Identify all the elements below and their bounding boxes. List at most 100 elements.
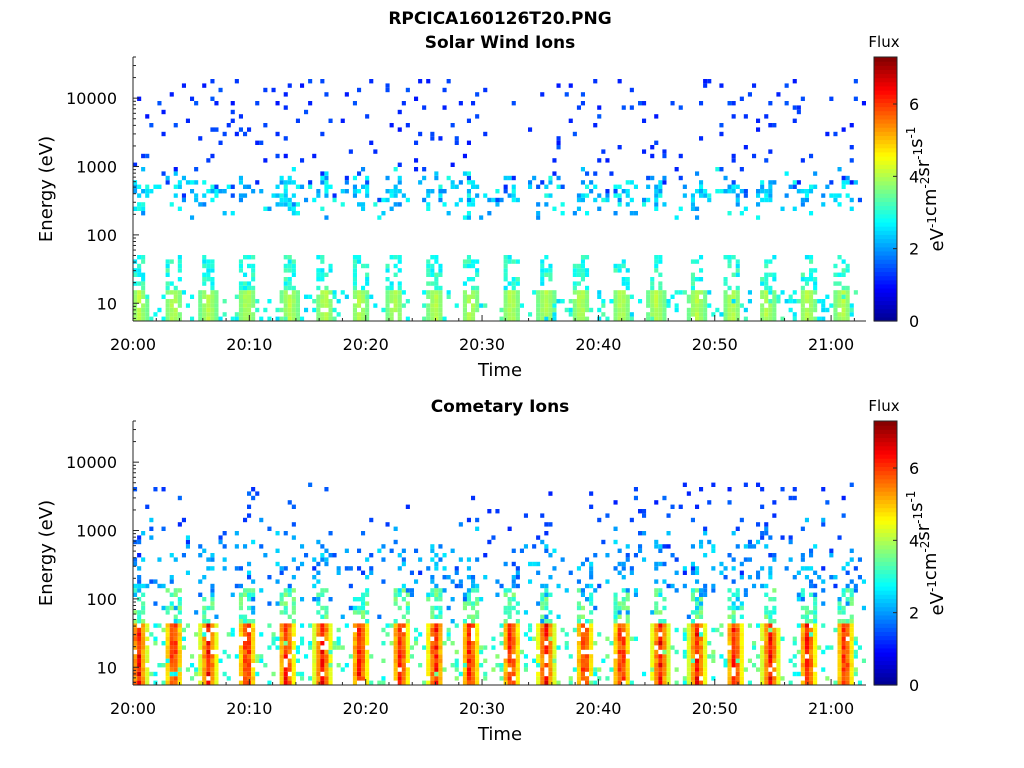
data-cell [772,610,777,615]
data-cell [768,197,773,203]
data-cell [662,645,667,650]
data-cell [385,312,390,317]
data-cell [198,136,203,141]
data-cell [324,614,329,619]
data-cell [466,658,471,663]
data-cell [365,680,370,685]
data-cell [361,671,366,677]
data-cell [548,522,553,527]
x-tick-label: 20:00 [110,699,156,718]
data-cell [735,544,740,549]
data-cell [475,636,480,641]
data-cell [800,663,805,668]
data-cell [796,671,801,677]
data-cell [849,680,854,685]
data-cell [597,206,602,211]
data-cell [475,526,480,531]
data-cell [690,277,695,282]
data-cell [393,641,398,646]
data-cell [316,667,321,672]
data-cell [291,676,296,681]
data-cell [397,605,402,611]
data-cell [690,299,695,304]
data-cell [772,299,777,304]
data-cell [633,636,638,641]
data-cell [194,197,199,203]
data-cell [279,592,284,597]
data-cell [385,197,390,203]
data-cell [536,636,541,641]
data-cell [760,535,765,540]
data-cell [466,193,471,198]
data-cell [234,131,239,137]
data-cell [788,184,793,189]
data-cell [149,535,154,540]
data-cell [658,259,663,264]
data-cell [768,307,773,313]
data-cell [813,623,818,628]
data-cell [629,87,634,93]
data-cell [544,544,549,549]
data-cell [625,658,630,663]
data-cell [841,294,846,299]
data-cell [190,654,195,659]
data-cell [723,290,728,295]
data-cell [576,272,581,277]
data-cell [145,307,150,313]
data-cell [703,312,708,317]
data-cell [849,588,854,593]
data-cell [707,197,712,203]
data-cell [756,623,761,628]
data-cell [849,303,854,308]
data-cell [731,676,736,681]
data-cell [365,312,370,317]
data-cell [511,605,516,611]
colorbar-segment [874,160,897,165]
data-cell [813,680,818,685]
data-cell [279,294,284,299]
data-cell [169,663,174,668]
data-cell [247,575,252,580]
data-cell [352,189,357,194]
data-cell [357,641,362,646]
data-cell [768,645,773,650]
data-cell [361,676,366,681]
data-cell [450,123,455,128]
data-cell [475,583,480,589]
data-cell [658,316,663,321]
data-cell [279,663,284,668]
data-cell [515,658,520,663]
data-cell [699,307,704,313]
data-cell [719,83,724,88]
data-cell [169,627,174,633]
data-cell [312,649,317,655]
data-cell [365,272,370,277]
data-cell [312,566,317,571]
data-cell [149,316,154,321]
data-cell [662,676,667,681]
data-cell [210,553,215,558]
data-cell [756,189,761,194]
data-cell [711,566,716,571]
data-cell [194,667,199,672]
data-cell [210,597,215,602]
data-cell [605,189,610,194]
data-cell [544,307,549,313]
data-cell [238,632,243,637]
data-cell [576,206,581,211]
data-cell [499,316,504,321]
data-cell [161,131,166,137]
data-cell [699,303,704,308]
data-cell [287,658,292,663]
data-cell [841,658,846,663]
data-cell [320,294,325,299]
data-cell [352,255,357,260]
data-cell [845,193,850,198]
data-cell [279,680,284,685]
data-cell [617,184,622,189]
data-cell [458,101,463,106]
data-cell [613,211,618,216]
data-cell [397,259,402,264]
data-cell [695,189,700,194]
